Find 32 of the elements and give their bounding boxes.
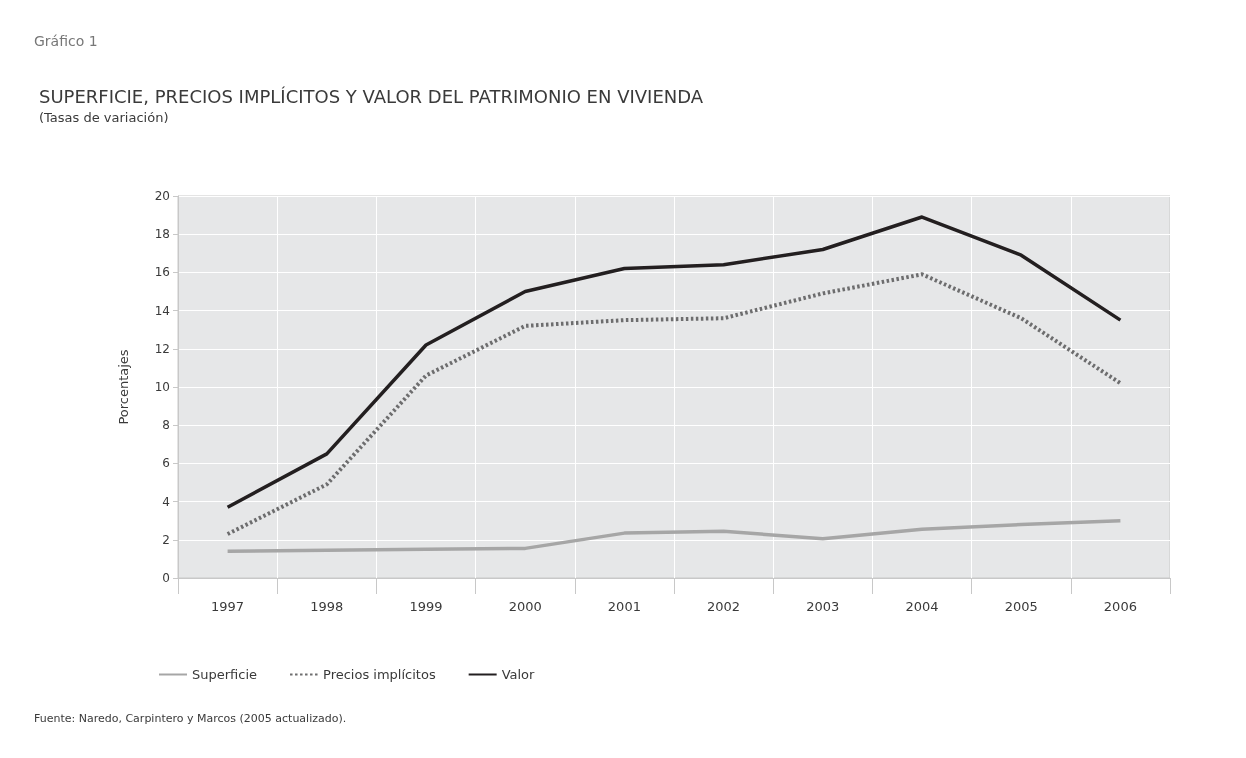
chart-subtitle: (Tasas de variación) [39, 110, 169, 125]
line-series [225, 518, 1123, 554]
y-tick-label: 12 [154, 341, 170, 356]
x-tick-label: 2002 [707, 599, 741, 614]
legend-label: Precios implícitos [323, 667, 436, 682]
x-tick-label: 2000 [508, 599, 542, 614]
y-tick-label: 8 [162, 418, 170, 433]
x-tick-label: 2004 [905, 599, 939, 614]
y-tick-label: 18 [154, 227, 170, 242]
y-tick-label: 10 [154, 380, 170, 394]
legend-label: Valor [501, 667, 536, 682]
chart-title: SUPERFICIE, PRECIOS IMPLÍCITOS Y VALOR DEL PATRIMONIO EN VIVIENDA [39, 85, 704, 107]
x-tick-label: 2003 [806, 599, 840, 614]
x-tick-label: 2006 [1103, 599, 1137, 614]
y-tick-label: 0 [162, 571, 170, 585]
x-tick-label: 1999 [409, 599, 443, 614]
y-tick-label: 14 [154, 303, 170, 318]
x-tick-label: 1998 [310, 599, 344, 614]
line-series [225, 272, 1123, 537]
source-note: Fuente: Naredo, Carpintero y Marcos (2005 actualizado). [34, 712, 347, 725]
y-tick-label: 6 [162, 456, 170, 471]
y-tick-label: 4 [162, 494, 170, 509]
y-tick-label: 20 [154, 189, 170, 203]
y-axis-title: Porcentajes [116, 349, 131, 425]
x-tick-label: 2005 [1004, 599, 1038, 614]
text: Gráfico 1 [34, 33, 98, 49]
legend-label: Superficie [192, 667, 258, 682]
x-tick-label: 1997 [211, 599, 245, 614]
y-tick-label: 16 [154, 265, 170, 280]
line-series [225, 215, 1123, 510]
y-tick-label: 2 [162, 532, 170, 547]
x-tick-label: 2001 [607, 599, 641, 614]
